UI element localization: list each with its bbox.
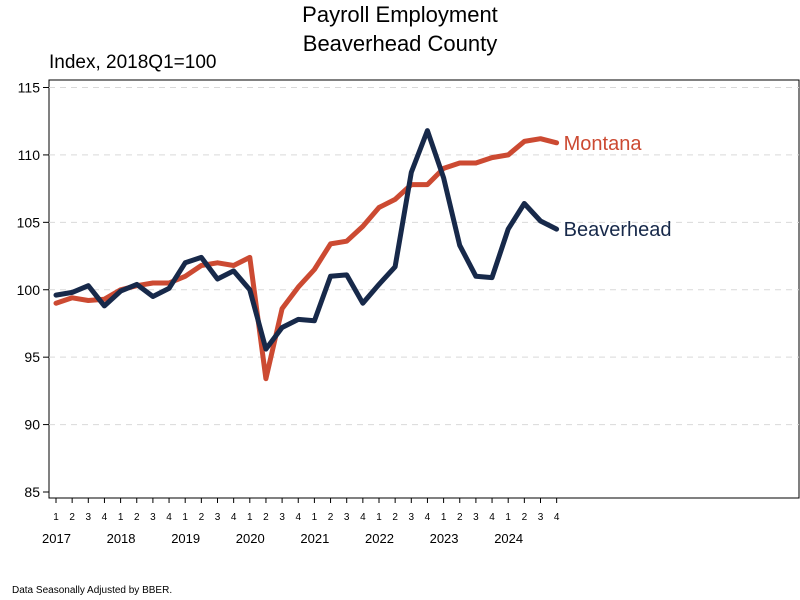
x-year-label: 2022 xyxy=(365,531,394,546)
x-tick-label: 1 xyxy=(182,512,188,523)
series-line-beaverhead xyxy=(53,128,560,352)
x-tick-label: 4 xyxy=(295,512,301,523)
y-tick-label: 90 xyxy=(24,417,40,433)
x-tick-label: 3 xyxy=(215,512,221,523)
chart-subtitle: Beaverhead County xyxy=(302,31,498,56)
x-tick-label: 1 xyxy=(247,512,253,523)
x-tick-label: 4 xyxy=(554,512,560,523)
y-tick-label: 85 xyxy=(24,484,40,500)
y-tick-label: 115 xyxy=(18,80,41,96)
x-tick-label: 4 xyxy=(166,512,172,523)
x-tick-label: 1 xyxy=(312,512,318,523)
chart-title: Payroll Employment xyxy=(302,2,498,27)
x-tick-label: 2 xyxy=(134,512,140,523)
x-tick-label: 1 xyxy=(53,512,59,523)
x-tick-label: 4 xyxy=(102,512,108,523)
x-tick-label: 3 xyxy=(150,512,156,523)
x-tick-label: 2 xyxy=(199,512,205,523)
y-tick-label: 95 xyxy=(24,349,40,365)
x-tick-label: 4 xyxy=(489,512,495,523)
x-year-label: 2019 xyxy=(171,531,200,546)
x-tick-label: 2 xyxy=(263,512,269,523)
x-tick-label: 2 xyxy=(457,512,463,523)
y-axis-label: Index, 2018Q1=100 xyxy=(49,52,217,73)
x-tick-label: 3 xyxy=(409,512,415,523)
y-tick-label: 100 xyxy=(17,282,41,298)
x-tick-label: 2 xyxy=(69,512,75,523)
footnote: Data Seasonally Adjusted by BBER. xyxy=(12,585,173,596)
x-tick-label: 1 xyxy=(505,512,511,523)
series-line-montana xyxy=(53,136,560,382)
x-tick-label: 3 xyxy=(279,512,285,523)
x-tick-label: 3 xyxy=(473,512,479,523)
x-year-label: 2024 xyxy=(494,531,523,546)
x-tick-label: 2 xyxy=(328,512,334,523)
plot-frame xyxy=(48,79,800,499)
x-year-label: 2020 xyxy=(236,531,265,546)
x-year-label: 2018 xyxy=(107,531,136,546)
x-tick-label: 1 xyxy=(376,512,382,523)
x-tick-label: 3 xyxy=(86,512,92,523)
x-tick-label: 3 xyxy=(344,512,350,523)
series-label-beaverhead: Beaverhead xyxy=(564,219,672,241)
x-year-label: 2021 xyxy=(300,531,329,546)
series-label-montana: Montana xyxy=(564,133,643,155)
x-tick-label: 2 xyxy=(392,512,398,523)
x-tick-label: 1 xyxy=(118,512,124,523)
x-tick-label: 4 xyxy=(425,512,431,523)
x-tick-label: 4 xyxy=(231,512,237,523)
x-tick-label: 3 xyxy=(538,512,544,523)
x-year-label: 2017 xyxy=(42,531,71,546)
x-tick-label: 2 xyxy=(522,512,528,523)
x-year-label: 2023 xyxy=(430,531,459,546)
x-tick-label: 4 xyxy=(360,512,366,523)
y-tick-label: 110 xyxy=(18,147,41,163)
y-tick-label: 105 xyxy=(17,214,41,230)
x-tick-label: 1 xyxy=(441,512,447,523)
